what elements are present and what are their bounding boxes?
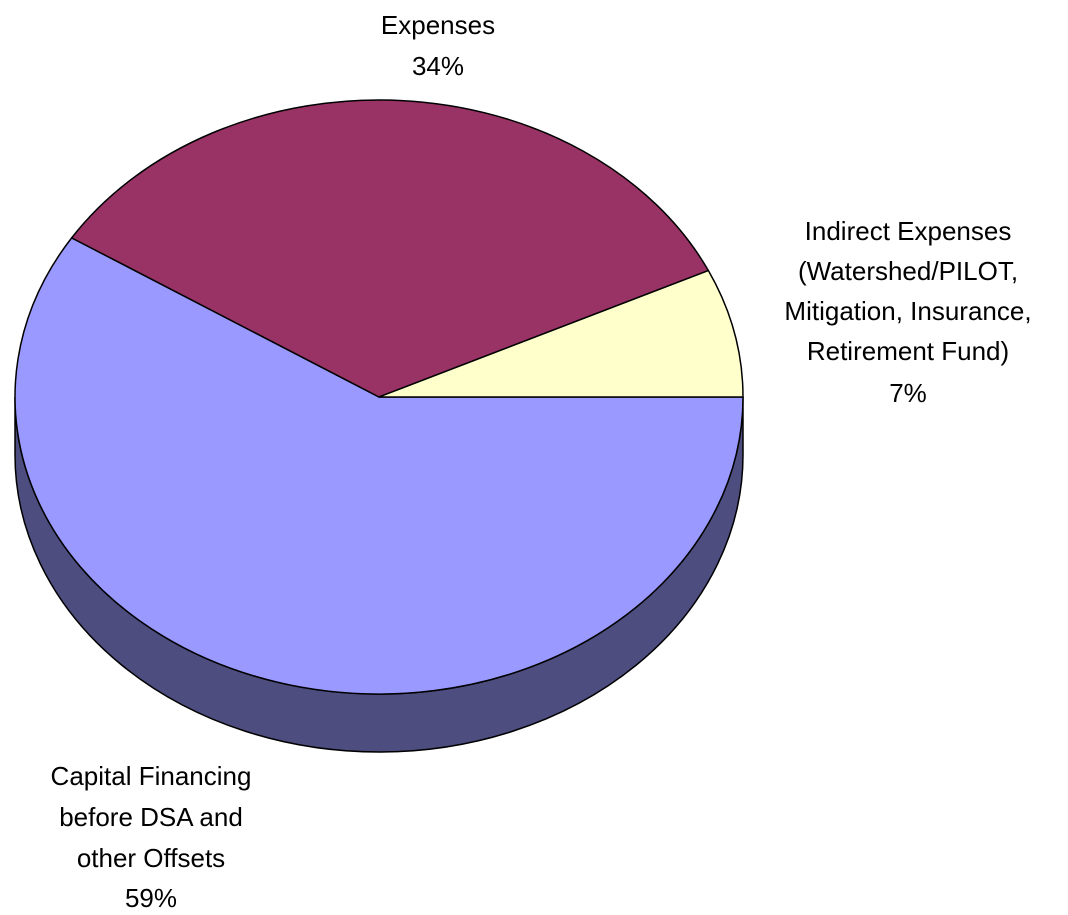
label-indirect-percent: 7% — [889, 378, 927, 408]
label-indirect-line-3: Mitigation, Insurance, — [784, 296, 1031, 326]
label-capital-percent: 59% — [125, 883, 177, 913]
label-indirect-line-2: (Watershed/PILOT, — [798, 256, 1018, 286]
label-capital-line-3: other Offsets — [77, 843, 225, 873]
label-capital: Capital Financing before DSA and other O… — [51, 761, 252, 913]
slice-expenses — [70, 99, 710, 398]
label-capital-line-1: Capital Financing — [51, 761, 252, 791]
label-expenses-percent: 34% — [412, 51, 464, 81]
pie-slices — [14, 99, 744, 695]
slice-indirect — [378, 269, 744, 398]
label-indirect-line-1: Indirect Expenses — [805, 216, 1012, 246]
label-capital-line-2: before DSA and — [59, 802, 243, 832]
slice-capital — [14, 237, 744, 695]
label-expenses: Expenses 34% — [381, 10, 495, 81]
label-expenses-line-1: Expenses — [381, 10, 495, 40]
label-indirect: Indirect Expenses (Watershed/PILOT, Miti… — [784, 216, 1031, 408]
label-indirect-line-4: Retirement Fund) — [807, 336, 1009, 366]
